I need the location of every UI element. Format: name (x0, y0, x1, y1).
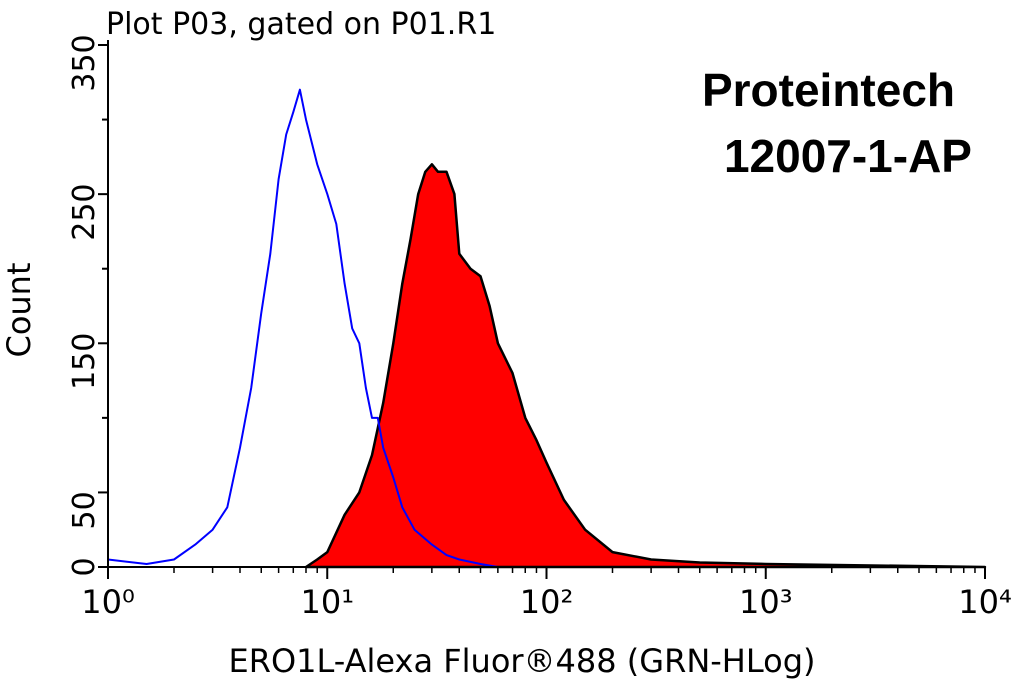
y-tick-label: 250 (67, 184, 102, 241)
x-tick-label: 10¹ (300, 583, 354, 621)
y-tick-label: 150 (67, 333, 102, 390)
x-tick-label: 10⁴ (958, 583, 1012, 621)
annotation: Proteintech (702, 64, 955, 116)
x-tick-label: 10⁰ (81, 583, 135, 621)
x-tick-label: 10³ (739, 583, 793, 621)
histogram-line (107, 88, 985, 568)
y-axis-label: Count (0, 262, 38, 357)
x-tick-label: 10² (520, 583, 574, 621)
x-axis-label: ERO1L-Alexa Fluor®488 (GRN-HLog) (229, 642, 816, 680)
histogram-area (304, 163, 987, 569)
annotation: 12007-1-AP (724, 130, 972, 182)
chart-title: Plot P03, gated on P01.R1 (106, 7, 496, 42)
y-tick-label: 350 (67, 34, 102, 91)
y-tick-label: 0 (67, 557, 102, 576)
y-tick-label: 50 (67, 491, 102, 529)
